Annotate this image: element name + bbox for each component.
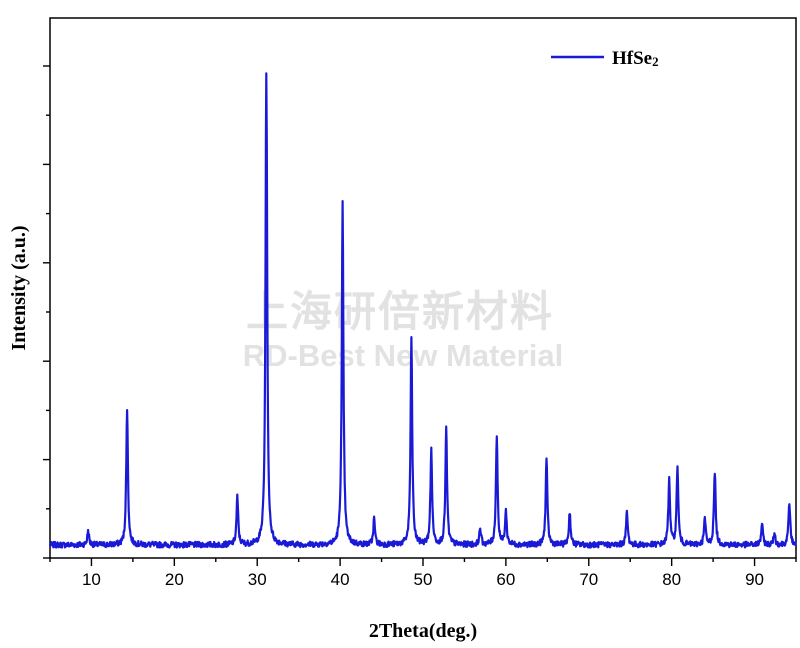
x-tick-label: 40 [331,570,350,589]
legend-label-main: HfSe [612,48,652,69]
x-axis-tick-labels: 10 20 30 40 50 60 70 80 90 [82,570,764,589]
x-tick-label: 60 [496,570,515,589]
x-axis-ticks [49,558,797,566]
legend-label-subscript: 2 [652,54,659,69]
x-tick-label: 20 [165,570,184,589]
series-line-hfse2 [48,72,797,549]
y-axis-title: Intensity (a.u.) [8,225,30,350]
watermark-en: RD-Best New Material [243,338,563,373]
legend: HfSe2 [551,48,659,69]
legend-label: HfSe2 [612,48,659,69]
x-tick-label: 10 [82,570,101,589]
y-axis-ticks [43,65,50,559]
x-tick-label: 80 [662,570,681,589]
x-tick-label: 90 [745,570,764,589]
x-tick-label: 30 [248,570,267,589]
watermark-cn: 上海研倍新材料 [246,287,554,336]
x-tick-label: 70 [579,570,598,589]
x-axis-title: 2Theta(deg.) [369,620,477,642]
x-tick-label: 50 [414,570,433,589]
